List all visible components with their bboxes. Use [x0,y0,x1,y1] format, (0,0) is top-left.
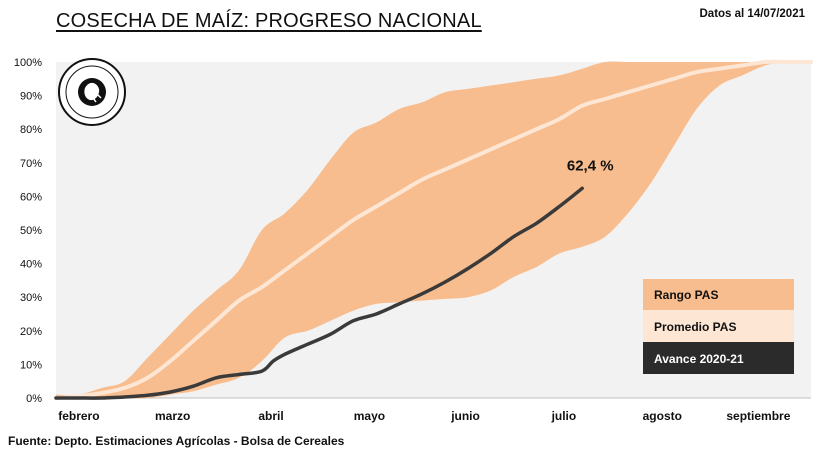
legend-label-rango-pas: Rango PAS [654,288,718,302]
bolsa-de-cereales-seal-icon [58,58,126,126]
y-tick-label: 70% [20,158,42,170]
current-value-annotation: 62,4 % [567,157,614,174]
x-tick-label: agosto [643,409,682,423]
legend-swatch-avance-2020-21 [643,342,794,374]
legend: Rango PAS Promedio PAS Avance 2020-21 [643,279,794,374]
legend-swatch-promedio-pas [643,310,794,342]
y-tick-label: 0% [26,393,42,405]
source-note: Fuente: Depto. Estimaciones Agrícolas - … [8,434,345,448]
x-tick-label: abril [258,409,283,423]
legend-swatch-rango-pas [643,279,794,310]
x-tick-label: junio [450,409,480,423]
legend-item-promedio-pas: Promedio PAS [643,310,794,342]
y-tick-label: 90% [20,91,42,103]
x-tick-label: marzo [155,409,190,423]
y-tick-label: 60% [20,191,42,203]
chart-title: COSECHA DE MAÍZ: PROGRESO NACIONAL [56,10,482,32]
rango-pas-band [56,61,811,399]
x-tick-label: septiembre [726,409,790,423]
x-tick-label: mayo [354,409,385,423]
y-tick-label: 40% [20,259,42,271]
legend-label-promedio-pas: Promedio PAS [654,320,736,334]
x-axis: febrero marzo abril mayo junio julio agosto sep… [56,397,811,423]
avance-2020-21-line [54,186,584,400]
y-axis: 0% 10% 20% 30% 40% 50% 60% 70% 80% 90% 100% [14,57,42,405]
y-tick-label: 100% [14,57,42,69]
y-tick-label: 20% [20,326,42,338]
x-tick-label: febrero [58,409,99,423]
legend-item-avance-2020-21: Avance 2020-21 [643,342,794,374]
x-tick-label: julio [551,409,577,423]
legend-label-avance-2020-21: Avance 2020-21 [654,352,744,366]
date-note: Datos al 14/07/2021 [699,8,806,20]
legend-item-rango-pas: Rango PAS [643,279,794,310]
y-tick-label: 50% [20,225,42,237]
promedio-pas-line [54,59,813,400]
y-tick-label: 30% [20,292,42,304]
y-tick-label: 80% [20,124,42,136]
y-tick-label: 10% [20,359,42,371]
